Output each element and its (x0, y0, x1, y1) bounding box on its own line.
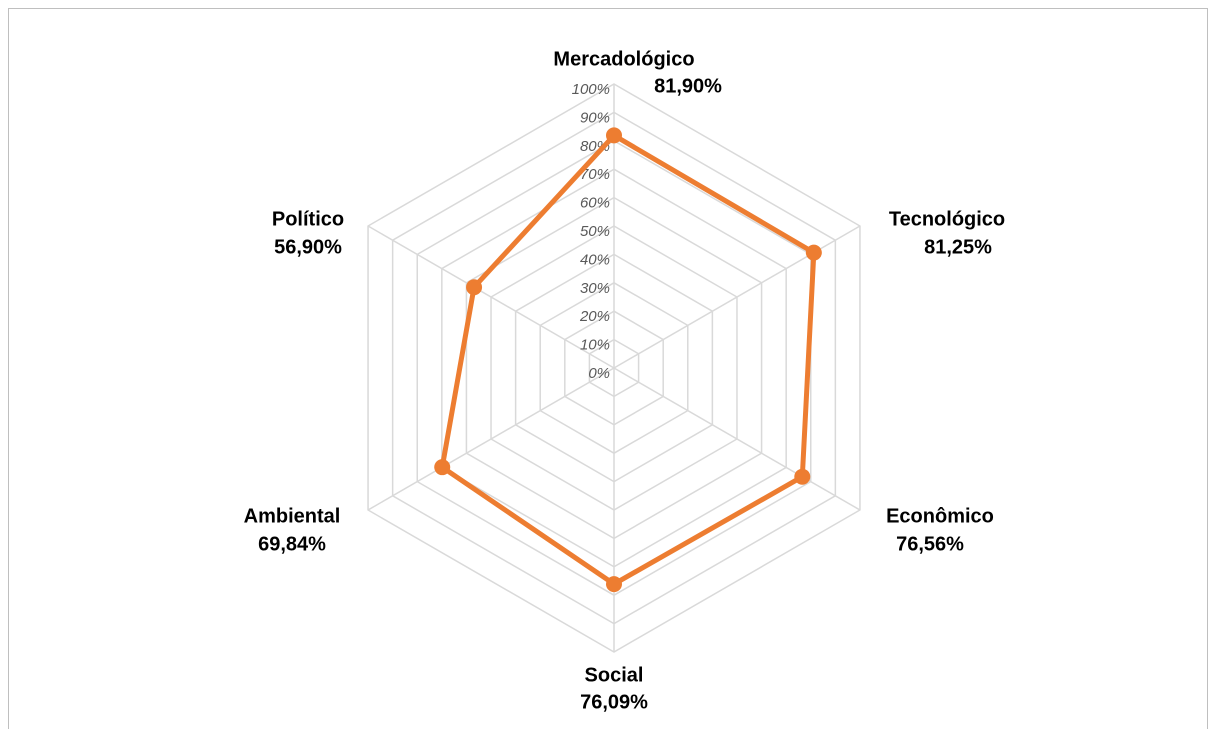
y-tick-label: 70% (580, 166, 610, 183)
data-point (434, 459, 451, 476)
axis-spoke (367, 225, 615, 369)
y-tick-label: 50% (580, 223, 610, 240)
value-label: 76,09% (580, 691, 648, 713)
category-label: Ambiental (244, 505, 341, 527)
data-point (466, 279, 483, 296)
category-label: Social (585, 664, 644, 686)
axis-spoke (613, 367, 861, 511)
value-label: 81,90% (654, 75, 722, 97)
category-label: Tecnológico (889, 208, 1005, 230)
y-tick-label: 90% (580, 109, 610, 126)
category-label: Político (272, 208, 344, 230)
y-tick-label: 40% (580, 251, 610, 268)
category-label: Econômico (886, 505, 994, 527)
axis-spoke (367, 367, 615, 511)
y-tick-label: 60% (580, 195, 610, 212)
y-tick-label: 20% (579, 308, 610, 325)
category-label: Mercadológico (553, 48, 694, 70)
value-label: 56,90% (274, 236, 342, 258)
data-point (606, 576, 622, 593)
y-tick-label: 0% (588, 365, 610, 382)
data-point (805, 244, 822, 261)
value-label: 81,25% (924, 236, 992, 258)
y-tick-label: 30% (580, 280, 610, 297)
value-label: 69,84% (258, 533, 326, 555)
data-point (606, 127, 622, 144)
chart-frame (8, 8, 1208, 729)
data-point (794, 468, 811, 485)
y-tick-label: 10% (580, 337, 610, 354)
value-label: 76,56% (896, 533, 964, 555)
y-tick-label: 100% (572, 81, 610, 98)
